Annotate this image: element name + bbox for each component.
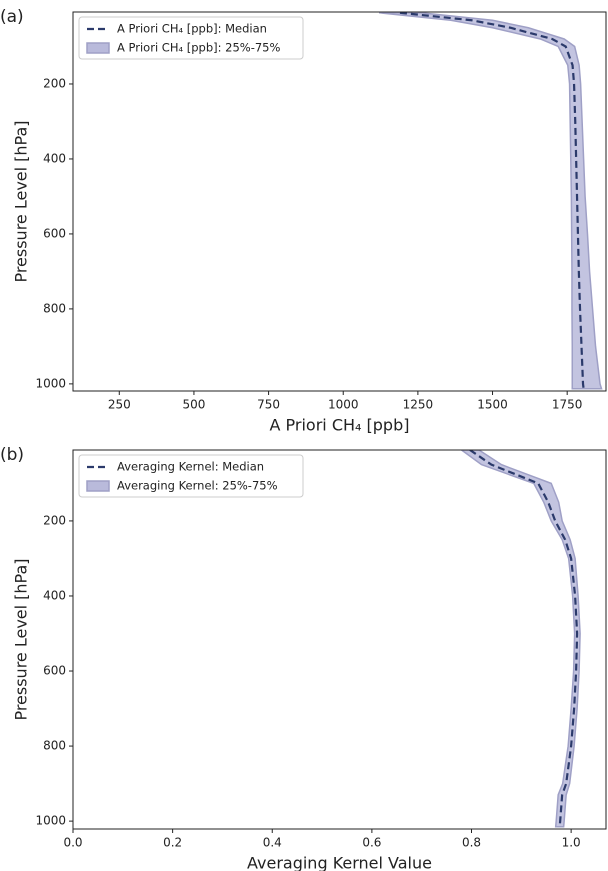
legend-label: Averaging Kernel: 25%-75% bbox=[117, 479, 278, 493]
x-tick-label: 1250 bbox=[403, 398, 434, 412]
legend-label: A Priori CH₄ [ppb]: 25%-75% bbox=[117, 41, 280, 55]
x-axis-title: A Priori CH₄ [ppb] bbox=[270, 416, 410, 435]
y-axis-title: Pressure Level [hPa] bbox=[12, 558, 31, 720]
x-tick-label: 1.0 bbox=[562, 836, 581, 850]
y-tick-label: 400 bbox=[43, 588, 66, 602]
plot-area bbox=[378, 12, 603, 390]
panel-label: (b) bbox=[0, 445, 24, 465]
x-tick-label: 1500 bbox=[477, 398, 508, 412]
y-tick-label: 200 bbox=[43, 513, 66, 527]
y-tick-label: 800 bbox=[43, 739, 66, 753]
legend-swatch bbox=[86, 480, 110, 492]
y-tick-label: 600 bbox=[43, 226, 66, 240]
x-tick-label: 0.4 bbox=[263, 836, 282, 850]
x-tick-label: 750 bbox=[257, 398, 280, 412]
y-tick-label: 1000 bbox=[35, 814, 66, 828]
x-axis-title: Averaging Kernel Value bbox=[247, 854, 432, 871]
x-tick-label: 0.8 bbox=[462, 836, 481, 850]
legend-label: Averaging Kernel: Median bbox=[117, 460, 264, 474]
y-tick-label: 200 bbox=[43, 76, 66, 90]
x-tick-label: 1750 bbox=[552, 398, 583, 412]
y-tick-label: 400 bbox=[43, 151, 66, 165]
y-axis-title: Pressure Level [hPa] bbox=[12, 120, 31, 282]
quartile-band bbox=[460, 450, 581, 828]
legend-label: A Priori CH₄ [ppb]: Median bbox=[117, 22, 267, 36]
x-tick-label: 0.6 bbox=[362, 836, 381, 850]
y-tick-label: 600 bbox=[43, 664, 66, 678]
x-tick-label: 250 bbox=[108, 398, 131, 412]
x-tick-label: 0.2 bbox=[163, 836, 182, 850]
y-tick-label: 800 bbox=[43, 301, 66, 315]
quartile-band bbox=[378, 12, 603, 390]
median-line bbox=[399, 12, 585, 389]
x-tick-label: 500 bbox=[182, 398, 205, 412]
x-tick-label: 1000 bbox=[328, 398, 359, 412]
legend-box bbox=[78, 16, 304, 60]
y-tick-label: 1000 bbox=[35, 376, 66, 390]
x-tick-label: 0.0 bbox=[63, 836, 82, 850]
plot-area bbox=[460, 450, 581, 828]
median-line bbox=[469, 450, 579, 827]
panel-label: (a) bbox=[0, 7, 24, 27]
legend-swatch bbox=[86, 42, 110, 54]
legend-box bbox=[78, 454, 304, 498]
axes-frame bbox=[72, 449, 607, 830]
axes-frame bbox=[72, 11, 607, 392]
